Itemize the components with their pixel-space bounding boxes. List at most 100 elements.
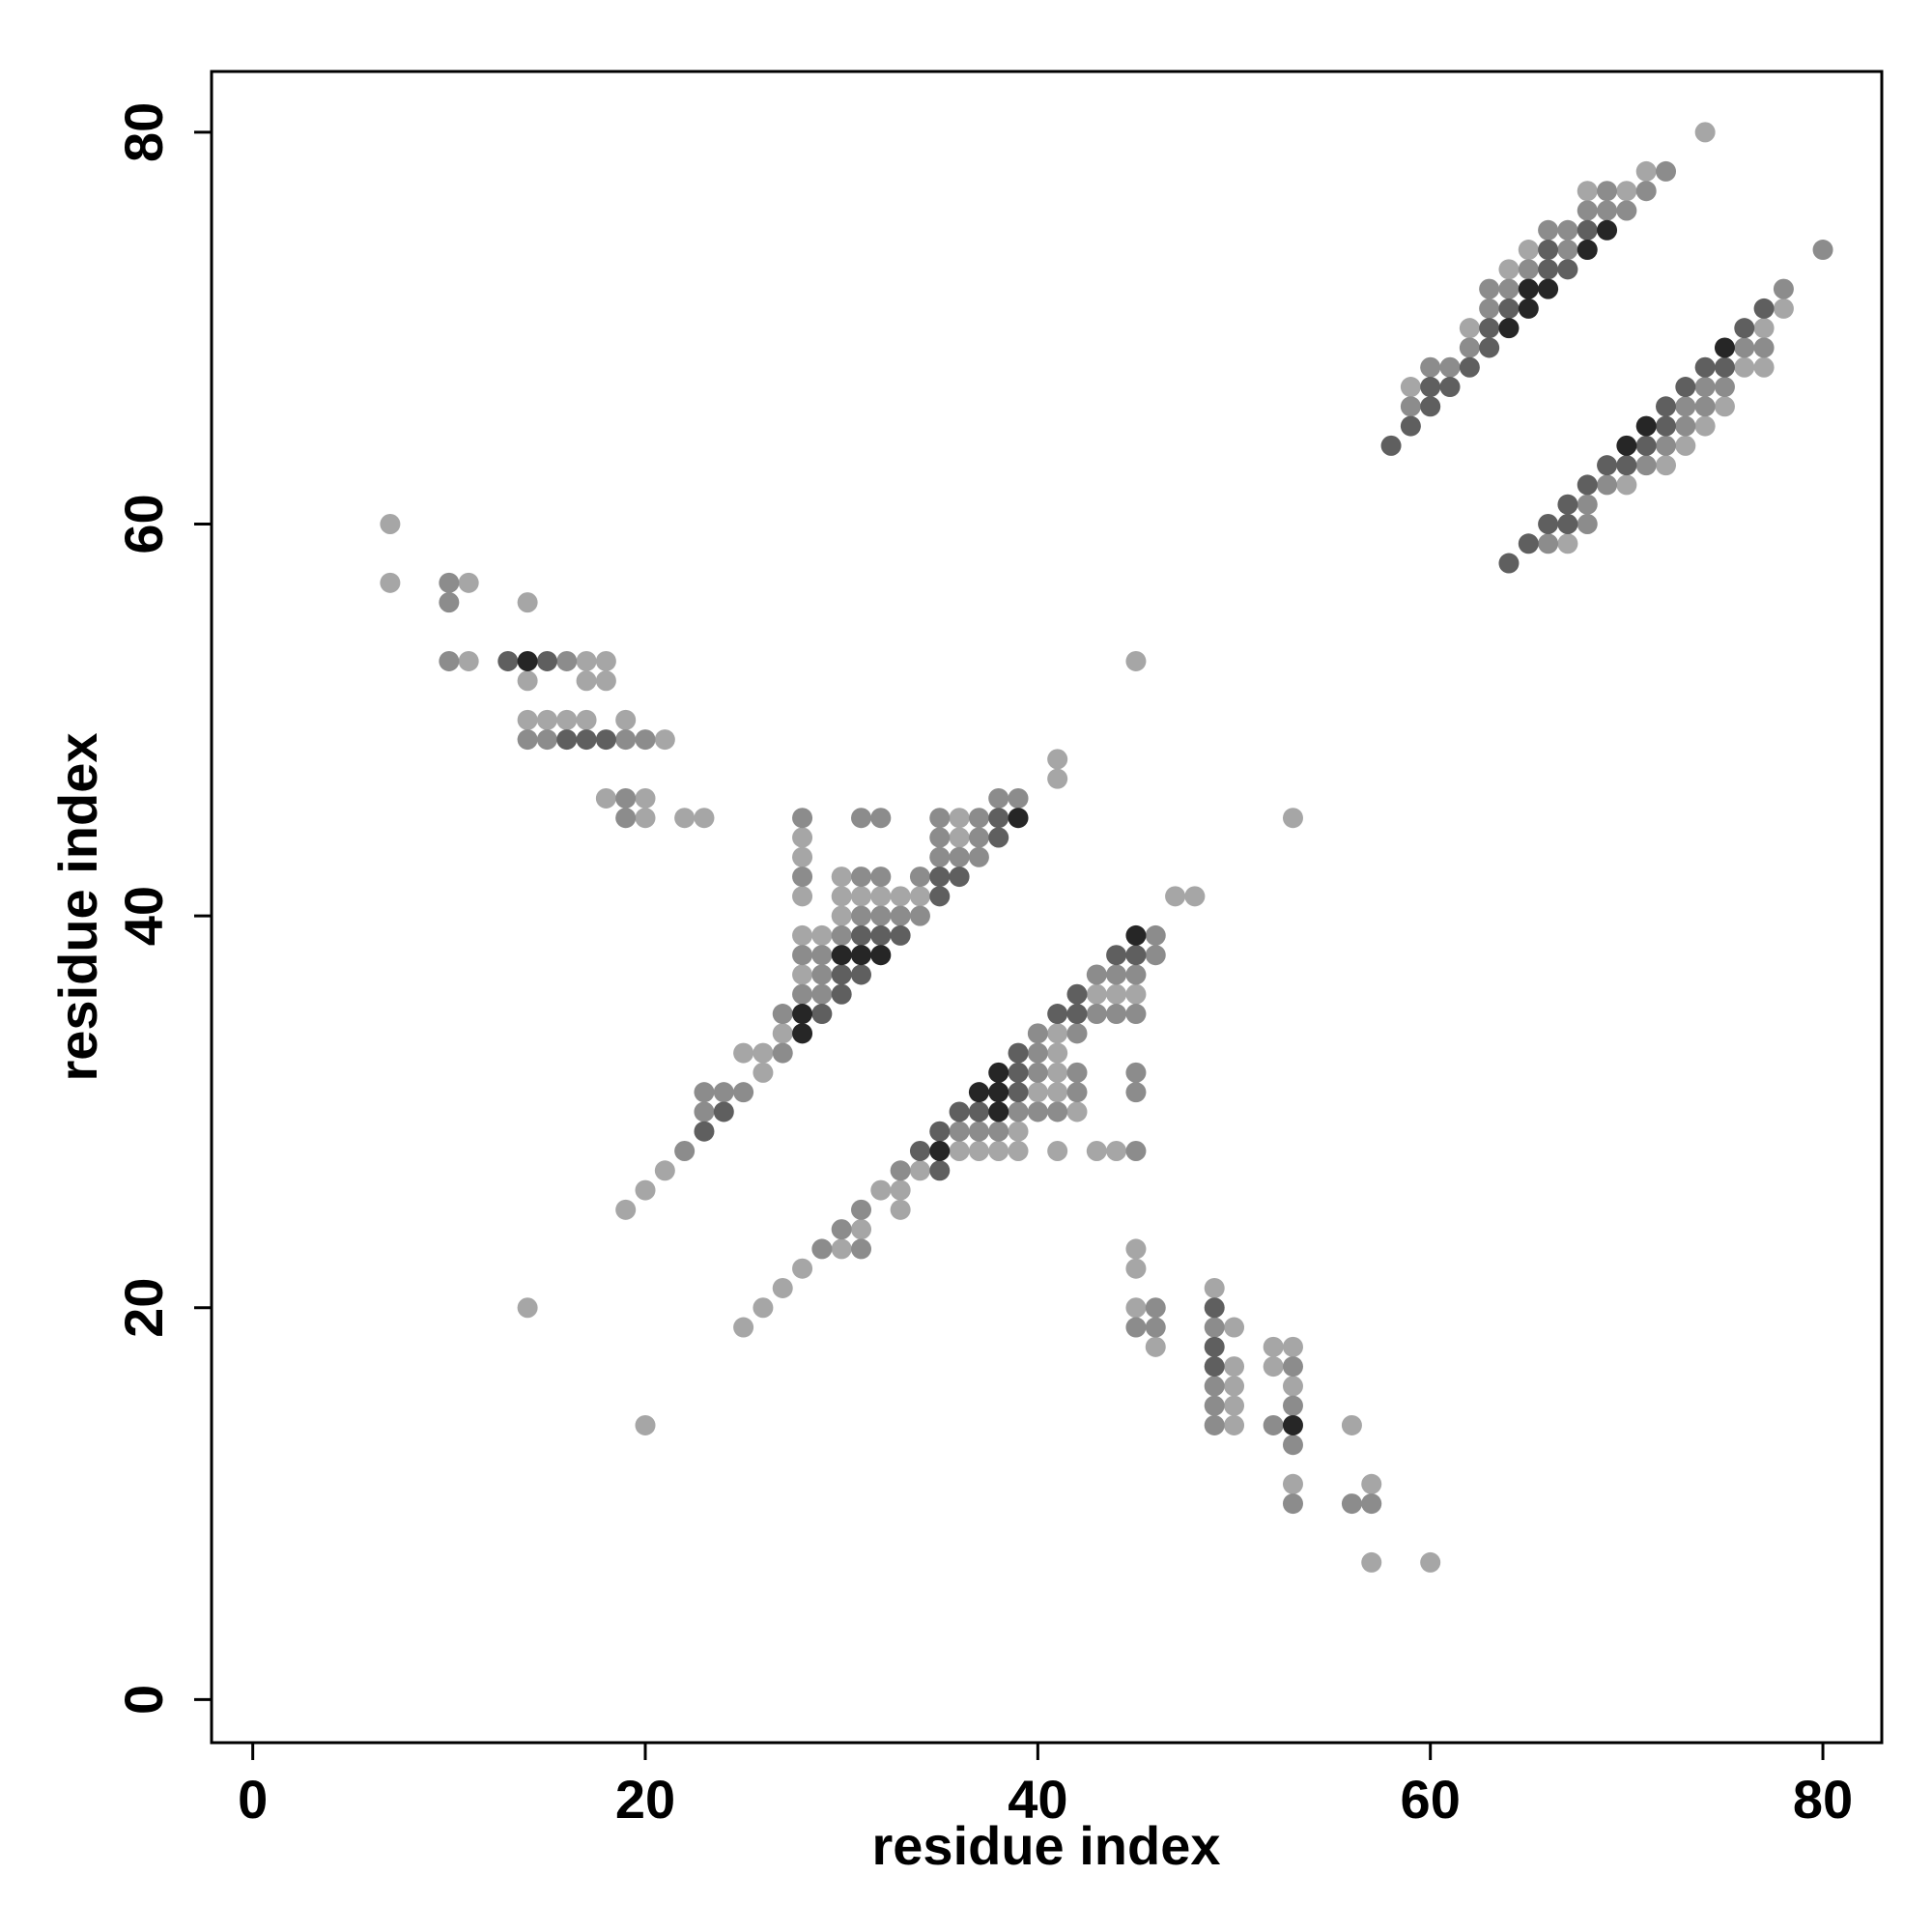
contact-point [811,964,833,985]
contact-point [1597,200,1618,221]
contact-point [1518,240,1539,261]
contact-point [1459,356,1480,378]
contact-point [439,650,460,671]
contact-point [1518,278,1539,299]
contact-point [968,1121,989,1142]
contact-point [1753,337,1775,358]
contact-point [439,572,460,593]
contact-point [1106,983,1127,1005]
contact-point [1694,122,1716,143]
contact-point [1282,1473,1303,1494]
contact-point [380,513,401,534]
contact-point [1439,377,1461,398]
contact-point [929,1121,951,1142]
contact-point [792,1258,813,1279]
contact-point [1086,983,1107,1005]
contact-point [439,592,460,613]
contact-point [517,592,538,613]
contact-point [851,964,872,985]
contact-point [1616,474,1637,496]
contact-point [713,1101,734,1122]
contact-point [988,1141,1009,1162]
contact-point [1675,377,1696,398]
contact-point [1106,964,1127,985]
contact-point [870,924,892,946]
contact-point [1380,435,1402,456]
contact-point [1439,356,1461,378]
contact-point [1125,1082,1147,1103]
contact-point [811,1238,833,1260]
contact-point [674,808,696,829]
contact-point [988,827,1009,848]
contact-point [1027,1082,1048,1103]
contact-point [1224,1414,1245,1435]
contact-point [1656,396,1677,417]
contact-point [1597,455,1618,476]
contact-point [988,1062,1009,1083]
contact-point [831,886,852,907]
contact-point [831,867,852,888]
contact-point [1145,1297,1166,1319]
contact-point [1420,377,1441,398]
contact-point [1694,377,1716,398]
contact-point [1675,396,1696,417]
contact-point [1086,1141,1107,1162]
contact-point [1656,435,1677,456]
contact-point [1008,1121,1029,1142]
contact-point [1577,474,1598,496]
contact-point [1066,1082,1088,1103]
contact-point [1282,1356,1303,1378]
contact-point [674,1141,696,1162]
contact-point [1498,298,1520,319]
contact-point [1656,160,1677,182]
contact-point [517,729,538,751]
contact-point [831,983,852,1005]
contact-point [968,808,989,829]
contact-point [851,1199,872,1220]
contact-point [1066,1023,1088,1044]
contact-point [1557,513,1578,534]
contact-point [929,886,951,907]
contact-point [851,867,872,888]
contact-point [792,867,813,888]
contact-point [1400,396,1421,417]
y-tick-label: 60 [113,494,174,554]
contact-point [1753,318,1775,339]
contact-point [870,867,892,888]
contact-point [1282,1395,1303,1416]
contact-point [753,1042,774,1064]
contact-point [1086,1004,1107,1025]
contact-point [772,1277,793,1298]
contact-point [1125,924,1147,946]
contact-point [1694,396,1716,417]
contact-point [615,1199,637,1220]
contact-point [890,1160,911,1181]
contact-point [1597,181,1618,202]
contact-point [536,709,557,730]
contact-point [713,1082,734,1103]
contact-point [517,650,538,671]
contact-point [1498,278,1520,299]
contact-point [1027,1062,1048,1083]
contact-point [1656,455,1677,476]
contact-point [1734,356,1755,378]
contact-point [988,1101,1009,1122]
contact-point [694,808,715,829]
contact-point [1125,1141,1147,1162]
contact-point [851,1219,872,1240]
contact-point [792,924,813,946]
contact-point [772,1023,793,1044]
contact-point [1047,1082,1068,1103]
contact-point [1125,945,1147,966]
contact-point [831,905,852,926]
contact-point [870,945,892,966]
contact-point [831,1219,852,1240]
contact-point [1518,259,1539,280]
contact-point [576,709,597,730]
contact-point [694,1121,715,1142]
contact-point [1694,415,1716,437]
y-tick-label: 40 [113,886,174,946]
contact-point [988,1082,1009,1103]
contact-point [497,650,519,671]
